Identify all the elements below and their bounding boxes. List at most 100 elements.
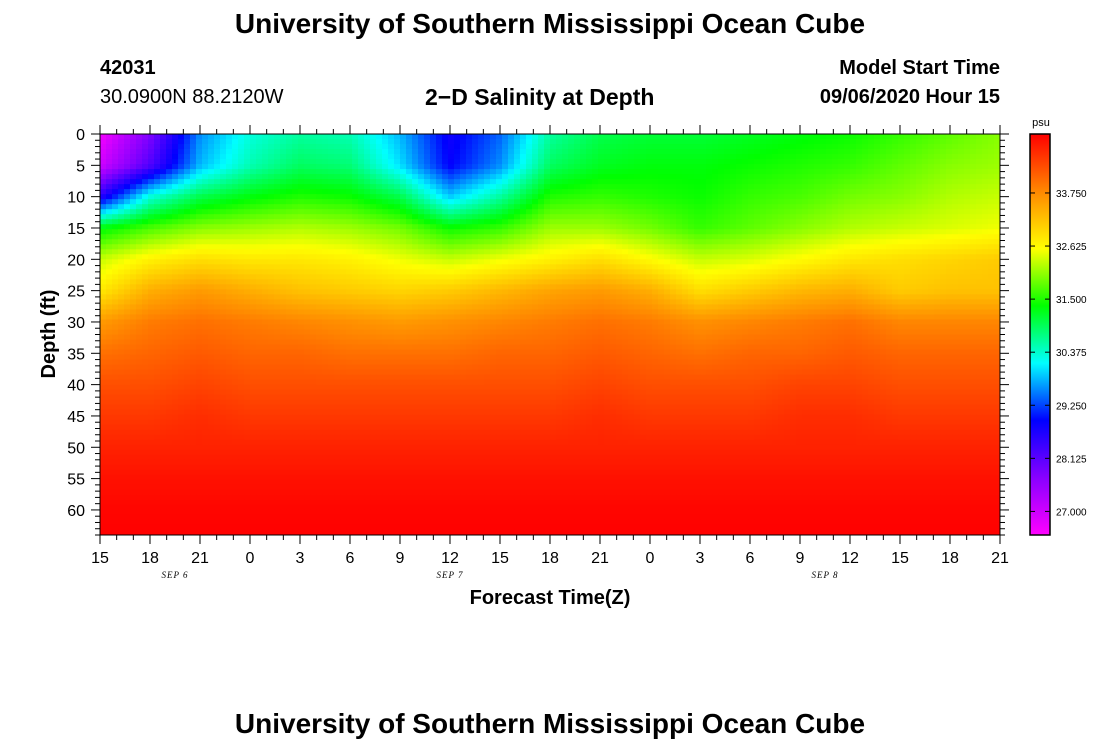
heatmap-cell [976, 244, 983, 250]
heatmap-cell [628, 284, 635, 290]
heatmap-cell [478, 159, 485, 165]
heatmap-cell [226, 269, 233, 275]
heatmap-cell [766, 164, 773, 170]
heatmap-cell [490, 214, 497, 220]
heatmap-cell [316, 259, 323, 265]
heatmap-cell [724, 159, 731, 165]
heatmap-cell [346, 219, 353, 225]
heatmap-cell [808, 289, 815, 295]
heatmap-cell [544, 234, 551, 240]
heatmap-cell [790, 219, 797, 225]
heatmap-cell [244, 239, 251, 245]
heatmap-cell [562, 284, 569, 290]
heatmap-cell [226, 214, 233, 220]
heatmap-cell [670, 164, 677, 170]
heatmap-cell [496, 264, 503, 270]
heatmap-cell [994, 244, 1000, 250]
heatmap-cell [850, 154, 857, 160]
heatmap-cell [484, 259, 491, 265]
heatmap-cell [334, 259, 341, 265]
heatmap-cell [826, 174, 833, 180]
heatmap-cell [670, 169, 677, 175]
heatmap-cell [610, 194, 617, 200]
heatmap-cell [346, 159, 353, 165]
heatmap-cell [322, 209, 329, 215]
heatmap-cell [868, 154, 875, 160]
heatmap-cell [184, 189, 191, 195]
station-coordinates: 30.0900N 88.2120W [100, 86, 284, 108]
heatmap-cell [688, 264, 695, 270]
heatmap-cell [784, 294, 791, 301]
heatmap-cell [970, 189, 977, 195]
heatmap-cell [700, 244, 707, 250]
heatmap-cell [304, 259, 311, 265]
heatmap-cell [976, 284, 983, 290]
heatmap-cell [238, 224, 245, 230]
heatmap-cell [952, 244, 959, 250]
heatmap-cell [688, 254, 695, 260]
heatmap-cell [340, 269, 347, 275]
heatmap-cell [220, 229, 227, 235]
heatmap-cell [280, 269, 287, 275]
heatmap-cell [646, 249, 653, 255]
heatmap-cell [280, 204, 287, 210]
heatmap-cell [448, 289, 455, 295]
heatmap-cell [400, 224, 407, 230]
heatmap-cell [670, 199, 677, 205]
heatmap-cell [424, 139, 431, 145]
heatmap-cell [688, 149, 695, 155]
heatmap-cell [154, 139, 161, 145]
heatmap-cell [142, 249, 149, 255]
heatmap-cell [124, 209, 131, 215]
heatmap-cell [988, 184, 995, 190]
heatmap-cell [448, 274, 455, 280]
heatmap-cell [628, 214, 635, 220]
heatmap-cell [448, 219, 455, 225]
heatmap-cell [358, 289, 365, 295]
heatmap-cell [520, 284, 527, 290]
heatmap-cell [142, 294, 149, 301]
heatmap-cell [190, 199, 197, 205]
heatmap-cell [106, 244, 113, 250]
heatmap-cell [172, 254, 179, 260]
heatmap-cell [280, 189, 287, 195]
heatmap-cell [100, 254, 107, 260]
heatmap-cell [736, 144, 743, 150]
heatmap-cell [268, 194, 275, 200]
heatmap-cell [124, 214, 131, 220]
heatmap-cell [964, 189, 971, 195]
heatmap-cell [868, 289, 875, 295]
heatmap-cell [472, 284, 479, 290]
heatmap-cell [850, 229, 857, 235]
heatmap-cell [166, 249, 173, 255]
heatmap-cell [676, 179, 683, 185]
heatmap-cell [892, 224, 899, 230]
heatmap-cell [940, 139, 947, 145]
heatmap-cell [316, 169, 323, 175]
heatmap-cell [994, 139, 1000, 145]
heatmap-cell [274, 299, 281, 306]
heatmap-cell [244, 164, 251, 170]
heatmap-cell [940, 264, 947, 270]
heatmap-cell [490, 249, 497, 255]
heatmap-cell [346, 154, 353, 160]
heatmap-cell [268, 294, 275, 301]
heatmap-cell [880, 149, 887, 155]
heatmap-cell [808, 199, 815, 205]
heatmap-cell [730, 289, 737, 295]
heatmap-cell [550, 234, 557, 240]
heatmap-cell [928, 229, 935, 235]
heatmap-cell [112, 159, 119, 165]
heatmap-cell [106, 274, 113, 280]
heatmap-cell [958, 144, 965, 150]
heatmap-cell [268, 224, 275, 230]
heatmap-cell [124, 164, 131, 170]
heatmap-cell [706, 249, 713, 255]
heatmap-cell [430, 149, 437, 155]
heatmap-cell [208, 299, 215, 306]
heatmap-cell [532, 154, 539, 160]
heatmap-cell [190, 169, 197, 175]
heatmap-cell [790, 204, 797, 210]
heatmap-cell [112, 134, 119, 140]
heatmap-cell [178, 179, 185, 185]
